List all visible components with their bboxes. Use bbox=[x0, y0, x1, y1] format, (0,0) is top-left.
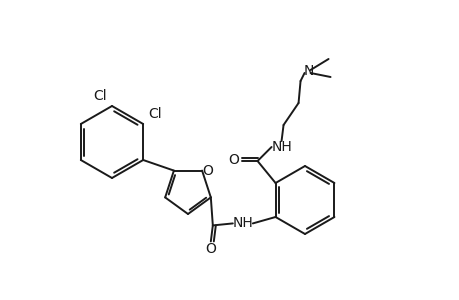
Text: O: O bbox=[228, 153, 239, 167]
Text: N: N bbox=[302, 64, 313, 78]
Text: NH: NH bbox=[232, 216, 252, 230]
Text: O: O bbox=[205, 242, 216, 256]
Text: Cl: Cl bbox=[93, 89, 106, 103]
Text: Cl: Cl bbox=[148, 107, 162, 121]
Text: O: O bbox=[202, 164, 213, 178]
Text: NH: NH bbox=[271, 140, 291, 154]
